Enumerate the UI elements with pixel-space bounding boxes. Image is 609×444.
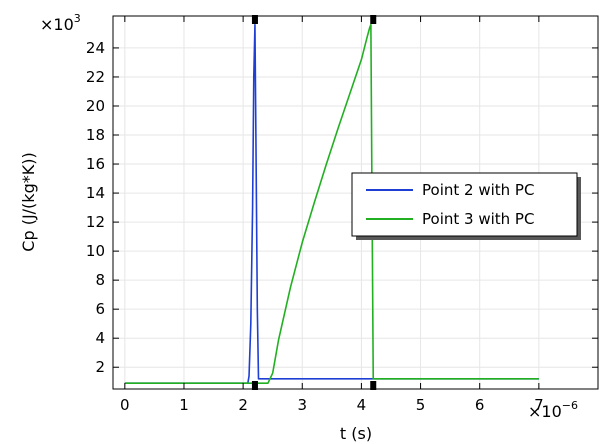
y-tick-label: 14: [86, 184, 105, 202]
series-lines: [124, 23, 539, 384]
x-tick-label: 2: [238, 396, 248, 414]
x-multiplier-exponent: −6: [562, 399, 578, 412]
series-line-point-3: [124, 23, 539, 384]
y-tick-label: 22: [86, 68, 105, 86]
y-axis-label: Cp (J/(kg*K)): [19, 152, 38, 251]
legend: Point 2 with PC Point 3 with PC: [351, 172, 581, 240]
highlight-mark-bottom: [370, 381, 377, 390]
y-multiplier-exponent: 3: [74, 12, 81, 25]
y-tick-label: 10: [86, 242, 105, 260]
x-axis-label: t (s): [340, 424, 372, 443]
y-tick-label: 12: [86, 213, 105, 231]
x-tick-label: 4: [357, 396, 367, 414]
legend-label-point-3: Point 3 with PC: [422, 210, 534, 228]
highlight-mark-bottom: [251, 381, 258, 390]
y-tick-label: 20: [86, 97, 105, 115]
x-tick-label: 3: [297, 396, 307, 414]
x-multiplier-base: ×10: [528, 402, 562, 421]
y-tick-label: 24: [86, 39, 105, 57]
y-tick-label: 4: [95, 329, 105, 347]
y-multiplier-base: ×10: [40, 15, 74, 34]
y-tick-label: 2: [95, 358, 105, 376]
y-tick-label: 16: [86, 155, 105, 173]
legend-label-point-2: Point 2 with PC: [422, 181, 534, 199]
x-tick-label: 6: [475, 396, 485, 414]
y-tick-label: 18: [86, 126, 105, 144]
x-axis-multiplier: ×10−6: [528, 399, 578, 421]
y-axis-multiplier: ×103: [40, 12, 81, 34]
y-tick-label: 6: [95, 300, 105, 318]
y-tick-label: 8: [95, 271, 105, 289]
highlight-mark-top: [370, 15, 377, 24]
legend-box: [351, 172, 578, 237]
x-tick-label: 0: [120, 396, 130, 414]
x-tick-label: 5: [416, 396, 426, 414]
x-tick-label: 1: [179, 396, 189, 414]
x-tick-label: 7: [534, 396, 544, 414]
highlight-mark-top: [251, 15, 258, 24]
series-line-point-2: [124, 23, 539, 384]
highlight-marks: [251, 15, 377, 390]
plot-frame: [112, 15, 599, 390]
